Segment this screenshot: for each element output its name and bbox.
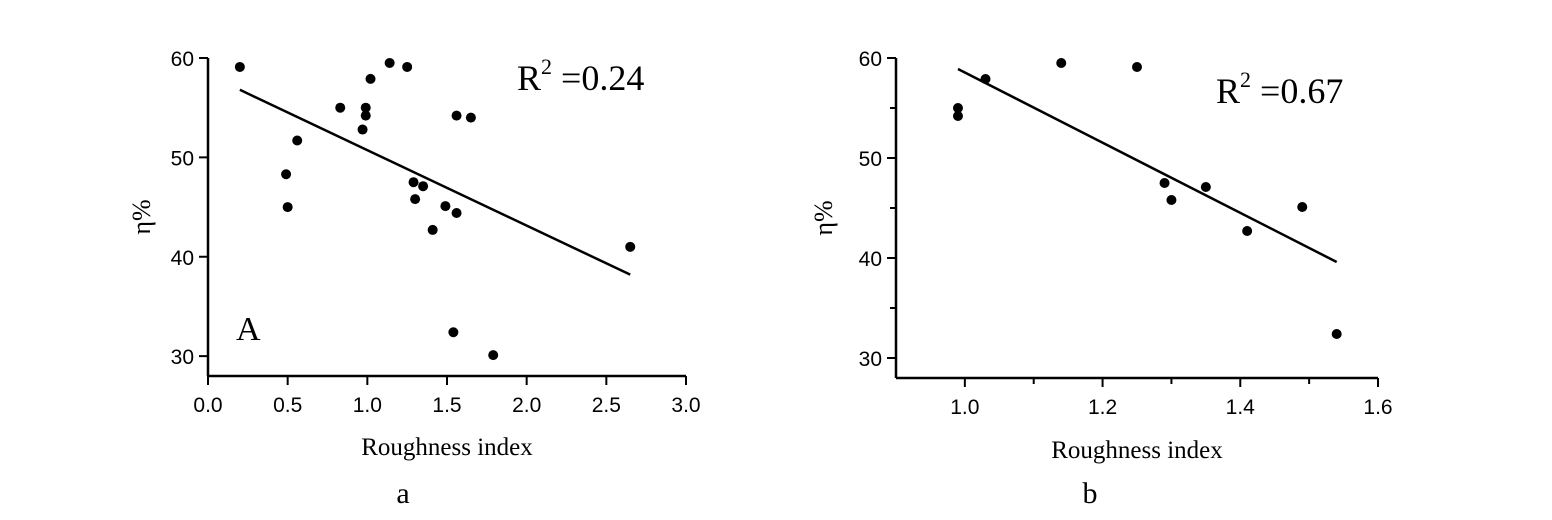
panel-a-r2-label: R xyxy=(517,58,541,98)
panel-a-data-point xyxy=(427,224,438,235)
panel-b-data-point xyxy=(1132,62,1142,72)
panel-a-fit-line xyxy=(239,88,631,276)
panel-a-y-tick-label: 50 xyxy=(171,147,194,170)
panel-b-data-point xyxy=(1242,226,1253,236)
panel-b-fit xyxy=(957,67,1338,264)
panel-b-x-tick-label: 1.0 xyxy=(950,396,979,419)
panel-b-x-tick-label: 1.2 xyxy=(1088,396,1117,419)
panel-b-r2-value: =0.67 xyxy=(1251,71,1343,111)
panel-a-xlabel: Roughness index xyxy=(361,434,533,461)
panel-a-data-point xyxy=(451,110,462,121)
panel-b: 1.0 1.2 1.4 1.6 30 40 50 60 η% Roughness index… xyxy=(809,48,1393,510)
panel-b-axes xyxy=(894,58,1378,380)
panel-a-x-tick-label: 1.0 xyxy=(353,394,382,417)
panel-a-x-tick-label: 1.5 xyxy=(432,394,461,417)
panel-a-points xyxy=(234,57,636,361)
panel-a-r2-value: =0.24 xyxy=(552,58,644,98)
panel-a-x-tick-label: 0.5 xyxy=(273,394,302,417)
panel-a-data-point xyxy=(281,169,292,180)
panel-b-data-point xyxy=(1166,195,1177,205)
panel-b-r2: R2 =0.67 xyxy=(1216,67,1343,111)
panel-a-x-tick-label: 2.0 xyxy=(512,394,541,417)
panel-b-y-tick-label: 60 xyxy=(859,48,882,71)
panel-a-data-point xyxy=(282,202,293,213)
panel-a-data-point xyxy=(384,57,395,68)
panel-b-y-ticks: 30 40 50 60 xyxy=(859,48,896,371)
panel-a-data-point xyxy=(488,350,499,361)
panel-a-x-tick-label: 3.0 xyxy=(671,394,700,417)
panel-a-data-point xyxy=(448,327,459,338)
panel-b-y-tick-label: 30 xyxy=(859,348,882,371)
panel-b-data-point xyxy=(1159,178,1170,188)
panel-a-r2: R2 =0.24 xyxy=(517,54,644,98)
panel-a-label: a xyxy=(396,477,409,510)
panel-b-points xyxy=(952,58,1342,339)
panel-a-y-tick-label: 30 xyxy=(171,346,194,369)
panel-b-fit-line xyxy=(957,67,1338,264)
panel-a-fit xyxy=(239,88,631,276)
panel-a: 0.0 0.5 1.0 1.5 2.0 2.5 3.0 30 40 50 60 η% Roughn… xyxy=(127,48,701,510)
panel-a-x-tick-label: 2.5 xyxy=(592,394,621,417)
panel-a-data-point xyxy=(365,73,376,84)
panel-b-data-point xyxy=(1297,202,1308,212)
panel-b-y-tick-label: 50 xyxy=(859,148,882,171)
panel-a-y-tick-label: 40 xyxy=(171,247,194,270)
panel-a-data-point xyxy=(357,124,368,135)
panel-a-data-point xyxy=(418,181,429,192)
panel-a-data-point xyxy=(360,110,371,121)
panel-a-x-tick-label: 0.0 xyxy=(193,394,222,417)
panel-a-inset-label: A xyxy=(236,311,261,348)
panel-a-axes xyxy=(206,58,686,378)
panel-a-data-point xyxy=(335,102,346,113)
panel-a-data-point xyxy=(410,194,421,205)
panel-a-data-point xyxy=(292,135,303,146)
panel-a-y-tick-label: 60 xyxy=(171,48,194,71)
panel-a-data-point xyxy=(440,201,451,212)
panel-a-x-ticks: 0.0 0.5 1.0 1.5 2.0 2.5 3.0 xyxy=(193,376,701,417)
panel-a-data-point xyxy=(625,241,636,252)
panel-a-data-point xyxy=(465,112,476,123)
panel-b-data-point xyxy=(1331,329,1342,339)
panel-b-xlabel: Roughness index xyxy=(1051,437,1223,464)
panel-a-r2-sup: 2 xyxy=(541,54,552,79)
panel-b-label: b xyxy=(1083,477,1098,510)
panel-b-y-tick-label: 40 xyxy=(859,248,882,271)
panel-b-data-point xyxy=(952,103,963,113)
panel-a-data-point xyxy=(451,208,462,219)
panel-b-ylabel: η% xyxy=(809,200,838,235)
panel-b-x-tick-label: 1.4 xyxy=(1226,396,1256,419)
panel-a-data-point xyxy=(234,61,245,72)
panel-b-r2-sup: 2 xyxy=(1240,67,1251,92)
panel-b-data-point xyxy=(1200,182,1211,192)
panel-b-data-point xyxy=(1056,58,1067,68)
panel-b-data-point xyxy=(952,111,963,121)
panel-b-x-tick-label: 1.6 xyxy=(1363,396,1392,419)
panel-a-ylabel: η% xyxy=(127,199,156,234)
panel-a-data-point xyxy=(402,61,413,72)
panel-a-y-ticks: 30 40 50 60 xyxy=(171,48,208,369)
panel-a-data-point xyxy=(360,102,371,113)
panel-b-x-ticks: 1.0 1.2 1.4 1.6 xyxy=(950,378,1393,419)
panel-a-data-point xyxy=(408,177,419,188)
panel-b-r2-label: R xyxy=(1216,71,1240,111)
